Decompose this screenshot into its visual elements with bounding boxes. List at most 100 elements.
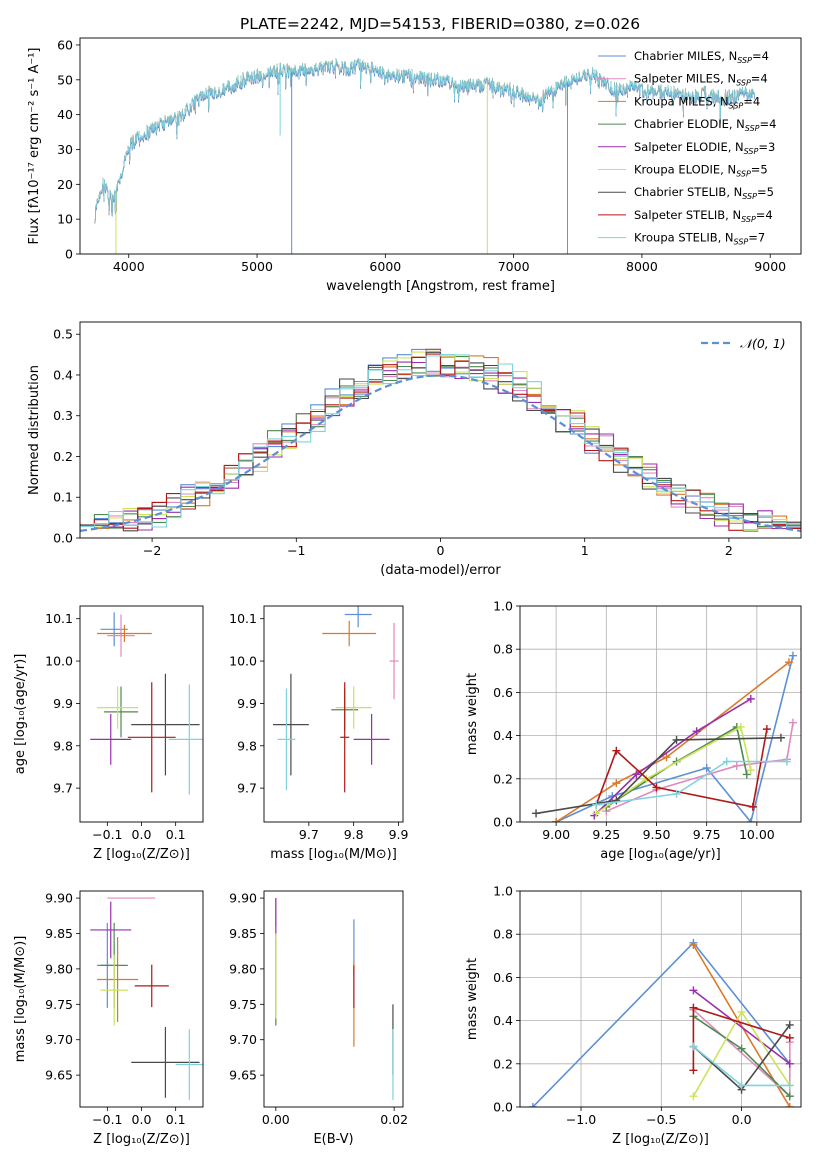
x-tick-label: 0.0 (132, 827, 152, 842)
y-tick-label: 10.0 (229, 654, 257, 669)
weight-marker (689, 986, 698, 995)
weight-marker (689, 941, 698, 949)
histogram-step (80, 354, 801, 531)
x-tick-label: 9.25 (592, 827, 620, 842)
axes-frame (519, 605, 802, 823)
axes-frame (519, 890, 802, 1108)
weight-line (692, 989, 791, 1065)
y-tick-label: 9.65 (229, 1068, 257, 1083)
weight-marker (689, 1066, 698, 1075)
y-tick-label: 9.7 (53, 781, 73, 796)
weight-vs-Z-panel: −1.0 −0.5 0.0 0.0 0.2 0.4 0.6 0.8 1.0 Z [log₁₀(Z/… (465, 884, 802, 1147)
weight-marker (592, 809, 601, 818)
histogram-series (80, 348, 801, 532)
errorbars (275, 898, 394, 1100)
y-tick-label: 0.4 (493, 1013, 513, 1028)
legend-label: Kroupa MILES, NSSP=4 (634, 94, 760, 110)
y-tick-label: 9.7 (237, 781, 257, 796)
residuals-panel: −2 −1 0 1 2 0.0 0.1 0.2 0.3 0.4 0.5 (data-model)/er… (27, 321, 802, 578)
weight-marker (748, 802, 757, 811)
y-tick-label: 9.9 (237, 696, 257, 711)
axes-frame (263, 605, 404, 823)
x-tick-label: 9.50 (643, 827, 671, 842)
y-tick-label: 9.8 (237, 738, 257, 753)
gaussian-legend-label: 𝒩(0, 1) (740, 336, 786, 351)
x-tick-label: 0.1 (166, 827, 186, 842)
y-tick-label: 0.0 (53, 531, 73, 546)
weight-marker (737, 1081, 746, 1090)
y-tick-label: 10.1 (229, 611, 257, 626)
y-tick-label: 0.1 (53, 490, 73, 505)
x-tick-label: 10.00 (739, 827, 775, 842)
y-tick-label: 40 (57, 107, 73, 122)
age-vs-Z-panel: −0.1 0.0 0.1 9.7 9.8 9.9 10.0 10.1 Z [log₁₀(Z/Z⊙… (13, 605, 204, 862)
weight-line (596, 760, 787, 806)
y-tick-label: 9.80 (229, 961, 257, 976)
axes-frame (79, 890, 204, 1108)
y-tick-label: 0 (65, 247, 73, 262)
weight-marker (672, 735, 681, 744)
y-axis-label: age [log₁₀(age/yr)] (13, 654, 28, 775)
weight-marker (732, 761, 741, 770)
x-tick-label: −0.1 (92, 1112, 122, 1127)
spectrum-panel: 4000 5000 6000 7000 8000 9000 0 10 20 30 40 50 60 wav… (27, 37, 802, 294)
weight-marker (652, 783, 661, 792)
legend-label: Salpeter STELIB, NSSP=4 (634, 208, 773, 224)
x-tick-label: 0.1 (166, 1112, 186, 1127)
histogram-step (80, 353, 801, 531)
x-axis-label: age [log₁₀(age/yr)] (600, 847, 721, 862)
y-tick-label: 0.0 (493, 1100, 513, 1115)
legend-label: Chabrier STELIB, NSSP=5 (634, 185, 774, 201)
errorbars (272, 606, 399, 793)
spectrum-lines (94, 57, 755, 254)
weight-marker (662, 753, 671, 762)
weight-marker (788, 651, 797, 660)
x-tick-label: 0.0 (732, 1112, 752, 1127)
histogram-step (80, 351, 801, 532)
x-axis-label: Z [log₁₀(Z/Z⊙)] (93, 1132, 190, 1147)
x-tick-label: 1 (581, 543, 589, 558)
weight-marker (632, 770, 641, 779)
weight-marker (692, 727, 701, 736)
weight-line (593, 698, 752, 817)
x-tick-label: 2 (725, 543, 733, 558)
weight-marker (746, 694, 755, 703)
weight-vs-age-panel: 9.00 9.25 9.50 9.75 10.00 0.0 0.2 0.4 0.6 0.8 1.0 a… (465, 599, 802, 862)
x-tick-label: −0.1 (92, 827, 122, 842)
y-tick-label: 60 (57, 37, 73, 52)
x-tick-label: 0.0 (132, 1112, 152, 1127)
weight-marker (702, 764, 711, 772)
x-tick-label: 9.75 (693, 827, 721, 842)
legend-label: Salpeter ELODIE, NSSP=3 (634, 140, 775, 156)
y-tick-label: 9.75 (45, 997, 73, 1012)
weight-marker (785, 1059, 794, 1068)
histogram-step (80, 366, 801, 529)
weight-marker (612, 796, 621, 805)
histogram-step (80, 350, 801, 532)
weight-marker (612, 779, 621, 788)
axes-frame (79, 321, 802, 539)
y-tick-label: 9.90 (229, 891, 257, 906)
weight-lines (532, 651, 797, 822)
y-tick-label: 0.2 (493, 771, 513, 786)
y-tick-label: 0.6 (493, 685, 513, 700)
y-tick-label: 10.1 (45, 611, 73, 626)
y-tick-label: 0.4 (53, 367, 73, 382)
y-tick-label: 0.0 (493, 815, 513, 830)
x-tick-label: −2 (143, 543, 161, 558)
y-tick-label: 9.90 (45, 891, 73, 906)
weight-line (605, 725, 748, 808)
weight-marker (689, 1003, 698, 1012)
y-tick-label: 9.8 (53, 738, 73, 753)
x-axis-label: Z [log₁₀(Z/Z⊙)] (93, 847, 190, 862)
legend-label: Chabrier MILES, NSSP=4 (634, 49, 769, 65)
weight-marker (785, 1092, 794, 1101)
x-tick-label: 7000 (498, 259, 530, 274)
y-tick-label: 1.0 (493, 884, 513, 899)
weight-marker (612, 746, 621, 755)
weight-marker (746, 818, 755, 822)
x-tick-label: 9.7 (299, 827, 319, 842)
weight-marker (737, 1007, 746, 1016)
x-tick-label: 9.00 (542, 827, 570, 842)
